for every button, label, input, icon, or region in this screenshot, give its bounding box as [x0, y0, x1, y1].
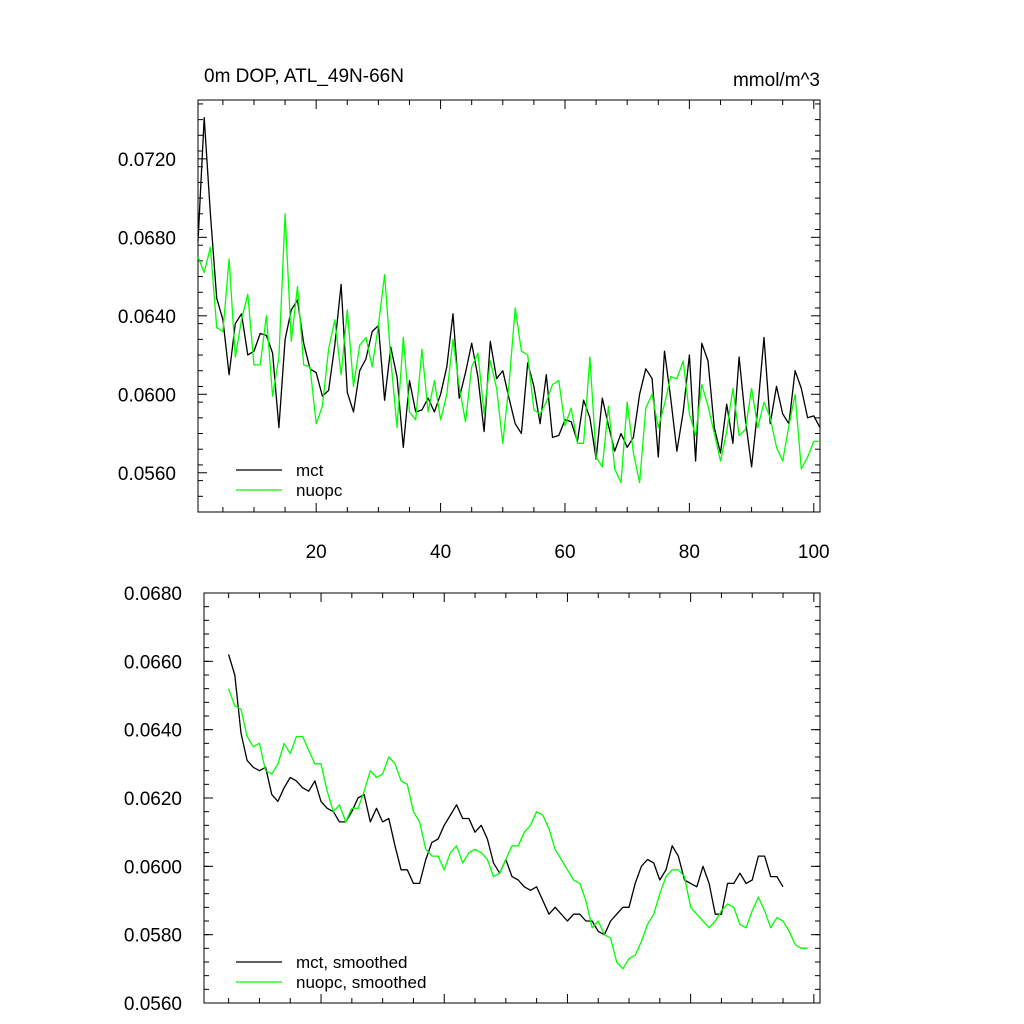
y-tick-label: 0.0640 [124, 721, 182, 742]
series-line-mct-smoothed [227, 654, 784, 936]
x-tick-label: 40 [430, 542, 451, 563]
axis-ticks-top: 0.0560 0.0600 0.0640 0.0680 0.0720 20 40 60 80 10… [118, 100, 830, 563]
legend-label-nuopc-smoothed: nuopc, smoothed [296, 973, 426, 992]
x-tick-label: 80 [679, 542, 700, 563]
y-tick-label: 0.0560 [124, 994, 182, 1015]
legend-bottom: mct, smoothed nuopc, smoothed [236, 953, 426, 992]
legend-label-mct: mct [296, 461, 324, 480]
top-panel: 0m DOP, ATL_49N-66N mmol/m^3 0.0560 0.060… [118, 66, 830, 563]
series-lines-top [197, 117, 821, 484]
y-tick-label: 0.0720 [118, 150, 176, 171]
chart-title: 0m DOP, ATL_49N-66N [204, 66, 404, 87]
y-tick-label: 0.0660 [124, 652, 182, 673]
series-line-mct [197, 117, 821, 468]
y-tick-label: 0.0600 [124, 857, 182, 878]
y-tick-label: 0.0640 [118, 307, 176, 328]
legend-label-mct-smoothed: mct, smoothed [296, 953, 408, 972]
bottom-panel: 0.0560 0.0580 0.0600 0.0620 0.0640 0.0660 0.06… [124, 584, 821, 1015]
series-line-nuopc-smoothed [227, 688, 808, 970]
plot-frame-top [197, 99, 821, 513]
y-tick-label: 0.0680 [118, 228, 176, 249]
plot-frame-bottom [203, 592, 821, 1004]
legend-top: mct nuopc [236, 461, 343, 500]
x-tick-label: 100 [798, 542, 830, 563]
legend-label-nuopc: nuopc [296, 481, 343, 500]
y-tick-label: 0.0600 [118, 385, 176, 406]
series-line-nuopc [197, 213, 820, 484]
series-lines-bottom [227, 654, 808, 970]
y-tick-label: 0.0560 [118, 464, 176, 485]
y-tick-label: 0.0580 [124, 926, 182, 947]
axis-ticks-bottom: 0.0560 0.0580 0.0600 0.0620 0.0640 0.0660 0.06… [124, 584, 820, 1015]
x-tick-label: 60 [554, 542, 575, 563]
x-tick-label: 20 [306, 542, 327, 563]
y-tick-label: 0.0680 [124, 584, 182, 605]
units-label: mmol/m^3 [733, 70, 820, 91]
y-tick-label: 0.0620 [124, 789, 182, 810]
